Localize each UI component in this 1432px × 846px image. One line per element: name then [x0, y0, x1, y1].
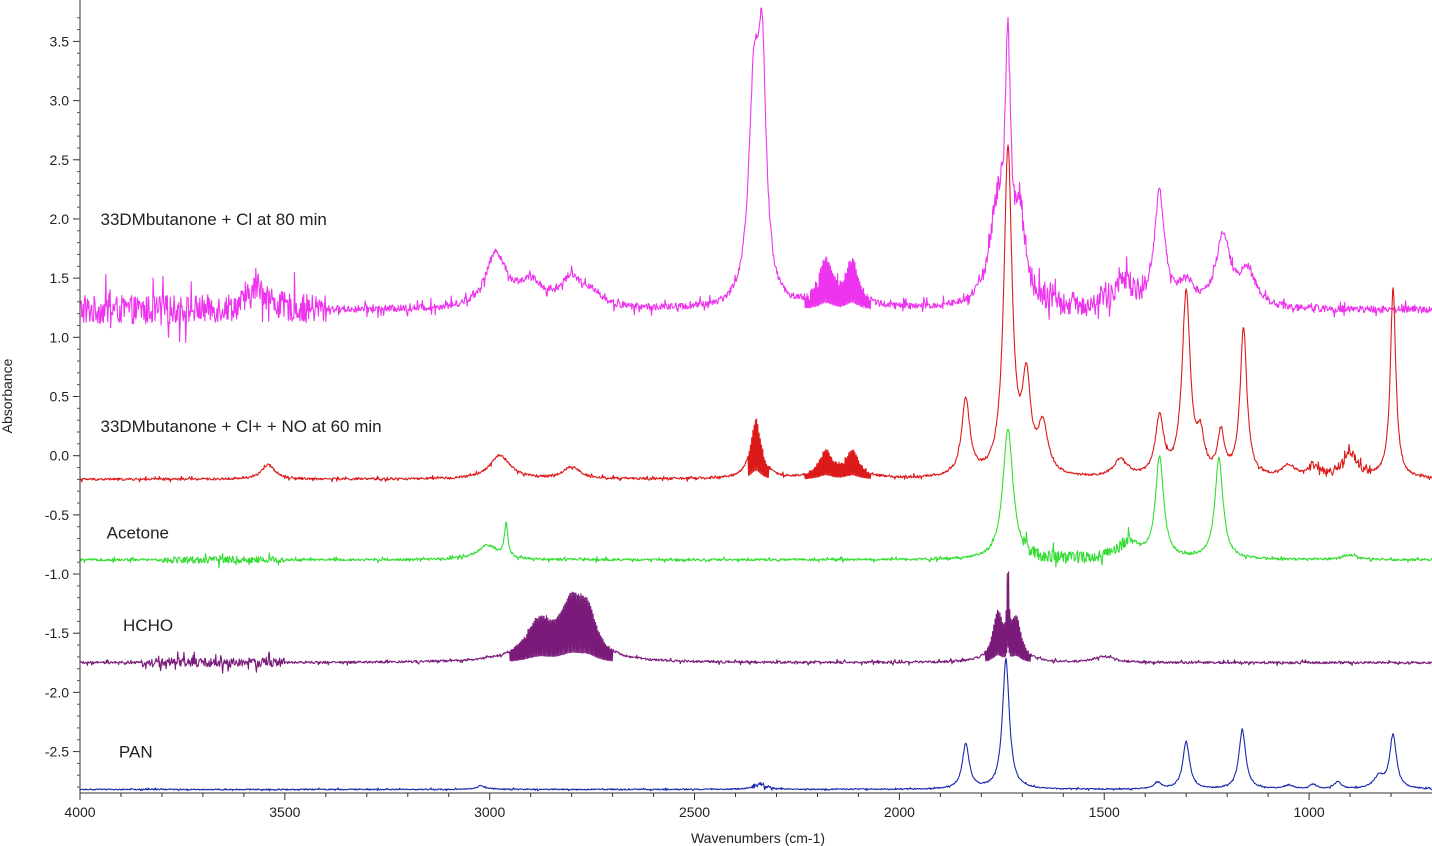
- series-layer: [79, 7, 1432, 792]
- y-tick-label: 0.5: [50, 389, 70, 405]
- spectrum-line: [79, 429, 1432, 569]
- spectrum-line: [79, 7, 1432, 343]
- x-tick-label: 2500: [679, 804, 710, 820]
- series-label: HCHO: [123, 616, 173, 635]
- x-tick-label: 3000: [474, 804, 505, 820]
- y-tick-label: 3.0: [50, 93, 70, 109]
- y-tick-label: 2.0: [50, 211, 70, 227]
- y-tick-label: -1.5: [45, 625, 69, 641]
- y-tick-label: -2.5: [45, 744, 69, 760]
- x-tick-label: 3500: [269, 804, 300, 820]
- series-labels: 33DMbutanone + Cl at 80 min 33DMbutanone …: [100, 210, 381, 762]
- y-tick-label: -2.0: [45, 684, 69, 700]
- y-tick-label: -0.5: [45, 507, 69, 523]
- x-tick-label: 2000: [884, 804, 915, 820]
- series-label: PAN: [119, 743, 153, 762]
- y-tick-label: 2.5: [50, 152, 70, 168]
- x-tick-label: 1500: [1089, 804, 1120, 820]
- x-tick-label: 4000: [64, 804, 95, 820]
- spectrum-line: [79, 657, 1432, 792]
- y-tick-label: 3.5: [50, 33, 70, 49]
- x-axis-title: Wavenumbers (cm-1): [691, 830, 825, 846]
- spectrum-line: [79, 144, 1432, 483]
- ticks-layer: 4000 3500 3000 2500 2000 1500 1000 3.5 3.0 2.5 2.0…: [45, 17, 1392, 820]
- y-tick-label: -1.0: [45, 566, 69, 582]
- y-tick-label: 0.0: [50, 448, 70, 464]
- series-label: Acetone: [107, 524, 169, 543]
- series-label: 33DMbutanone + Cl+ + NO at 60 min: [100, 417, 381, 436]
- series-label: 33DMbutanone + Cl at 80 min: [100, 210, 326, 229]
- y-axis-title: Absorbance: [0, 358, 15, 433]
- x-tick-label: 1000: [1294, 804, 1325, 820]
- y-tick-label: 1.5: [50, 270, 70, 286]
- spectrum-line: [79, 571, 1432, 674]
- y-tick-label: 1.0: [50, 329, 70, 345]
